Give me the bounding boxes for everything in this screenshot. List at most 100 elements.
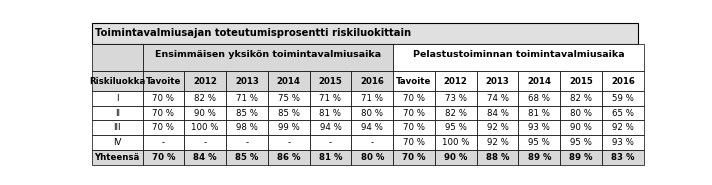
Bar	[310, 91, 352, 105]
Text: 93 %: 93 %	[528, 123, 550, 132]
Bar	[142, 150, 184, 165]
Text: 2016: 2016	[360, 77, 384, 86]
Bar	[393, 71, 435, 91]
Bar	[310, 135, 352, 150]
Text: 2014: 2014	[528, 77, 551, 86]
Bar	[602, 120, 644, 135]
Bar	[560, 120, 602, 135]
Text: Riskiluokka: Riskiluokka	[89, 77, 145, 86]
Text: Toimintavalmiusajan toteutumisprosentti riskiluokittain: Toimintavalmiusajan toteutumisprosentti …	[95, 28, 412, 38]
Bar	[226, 105, 268, 120]
Text: 70 %: 70 %	[403, 138, 425, 147]
Bar	[142, 43, 393, 71]
Bar	[226, 91, 268, 105]
Bar	[268, 105, 310, 120]
Bar	[352, 91, 393, 105]
Bar	[602, 91, 644, 105]
Bar	[184, 135, 226, 150]
Text: 70 %: 70 %	[403, 109, 425, 117]
Text: 93 %: 93 %	[612, 138, 634, 147]
Bar	[226, 135, 268, 150]
Text: 59 %: 59 %	[612, 94, 634, 102]
Text: 70 %: 70 %	[152, 109, 174, 117]
Bar	[226, 120, 268, 135]
Text: 70 %: 70 %	[402, 153, 426, 162]
Text: 70 %: 70 %	[152, 153, 175, 162]
Text: 70 %: 70 %	[152, 94, 174, 102]
Bar	[560, 91, 602, 105]
Bar	[518, 120, 560, 135]
Text: -: -	[287, 138, 290, 147]
Bar	[184, 150, 226, 165]
Text: 98 %: 98 %	[236, 123, 258, 132]
Text: IV: IV	[113, 138, 121, 147]
Bar	[92, 150, 142, 165]
Bar	[268, 91, 310, 105]
Bar	[477, 150, 518, 165]
Text: 85 %: 85 %	[235, 153, 258, 162]
Bar	[602, 105, 644, 120]
Text: 86 %: 86 %	[277, 153, 300, 162]
Text: 83 %: 83 %	[611, 153, 634, 162]
Bar	[92, 23, 638, 43]
Text: -: -	[204, 138, 206, 147]
Text: 2015: 2015	[570, 77, 593, 86]
Text: 73 %: 73 %	[445, 94, 467, 102]
Bar	[184, 71, 226, 91]
Bar	[268, 150, 310, 165]
Text: 88 %: 88 %	[486, 153, 509, 162]
Text: Tavoite: Tavoite	[146, 77, 181, 86]
Text: 81 %: 81 %	[320, 109, 342, 117]
Bar	[477, 105, 518, 120]
Bar	[518, 105, 560, 120]
Text: 90 %: 90 %	[194, 109, 216, 117]
Text: 71 %: 71 %	[361, 94, 383, 102]
Text: 70 %: 70 %	[152, 123, 174, 132]
Bar	[560, 135, 602, 150]
Bar	[142, 120, 184, 135]
Text: 80 %: 80 %	[361, 109, 383, 117]
Bar	[477, 91, 518, 105]
Text: 75 %: 75 %	[278, 94, 300, 102]
Text: 80 %: 80 %	[570, 109, 592, 117]
Text: 100 %: 100 %	[442, 138, 469, 147]
Text: 89 %: 89 %	[528, 153, 551, 162]
Bar	[92, 135, 142, 150]
Text: 100 %: 100 %	[192, 123, 219, 132]
Bar	[268, 71, 310, 91]
Bar	[393, 135, 435, 150]
Bar	[602, 135, 644, 150]
Bar	[560, 71, 602, 91]
Bar	[602, 71, 644, 91]
Text: 70 %: 70 %	[403, 123, 425, 132]
Bar	[560, 150, 602, 165]
Bar	[310, 105, 352, 120]
Text: 68 %: 68 %	[528, 94, 550, 102]
Text: 65 %: 65 %	[612, 109, 634, 117]
Text: 89 %: 89 %	[570, 153, 593, 162]
Text: 81 %: 81 %	[528, 109, 550, 117]
Bar	[352, 135, 393, 150]
Bar	[310, 120, 352, 135]
Text: 82 %: 82 %	[445, 109, 467, 117]
Bar	[393, 120, 435, 135]
Text: 80 %: 80 %	[360, 153, 384, 162]
Bar	[602, 150, 644, 165]
Text: 92 %: 92 %	[612, 123, 634, 132]
Bar	[518, 135, 560, 150]
Text: 2012: 2012	[444, 77, 468, 86]
Bar	[435, 105, 477, 120]
Text: 94 %: 94 %	[320, 123, 342, 132]
Text: 74 %: 74 %	[486, 94, 508, 102]
Bar	[142, 105, 184, 120]
Bar	[477, 71, 518, 91]
Bar	[393, 43, 644, 71]
Bar	[310, 71, 352, 91]
Bar	[435, 71, 477, 91]
Text: II: II	[115, 109, 120, 117]
Text: 2016: 2016	[611, 77, 635, 86]
Bar	[92, 71, 142, 91]
Bar	[477, 135, 518, 150]
Bar	[184, 105, 226, 120]
Text: Pelastustoiminnan toimintavalmiusaika: Pelastustoiminnan toimintavalmiusaika	[413, 50, 624, 59]
